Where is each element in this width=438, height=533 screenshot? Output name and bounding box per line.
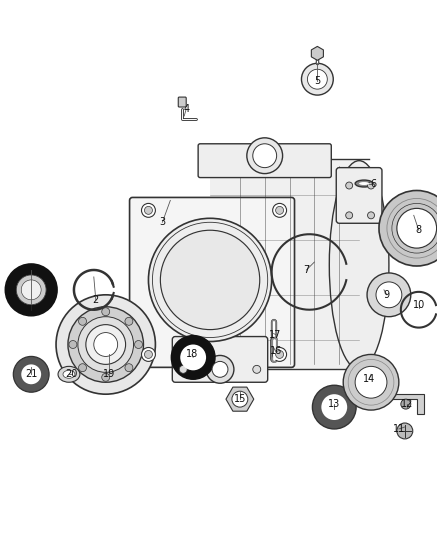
FancyBboxPatch shape bbox=[198, 144, 331, 177]
Text: 10: 10 bbox=[413, 300, 425, 310]
Text: 19: 19 bbox=[102, 369, 115, 379]
Text: 12: 12 bbox=[401, 399, 413, 409]
Circle shape bbox=[273, 204, 286, 217]
Circle shape bbox=[179, 365, 187, 373]
Circle shape bbox=[346, 212, 353, 219]
Text: 15: 15 bbox=[234, 394, 246, 404]
Circle shape bbox=[312, 385, 356, 429]
Circle shape bbox=[141, 204, 155, 217]
Circle shape bbox=[276, 351, 283, 358]
Circle shape bbox=[16, 275, 46, 305]
Text: 1: 1 bbox=[28, 305, 34, 314]
Circle shape bbox=[21, 280, 41, 300]
Text: 20: 20 bbox=[65, 369, 77, 379]
Circle shape bbox=[160, 230, 260, 329]
Circle shape bbox=[78, 317, 134, 373]
FancyBboxPatch shape bbox=[336, 168, 382, 223]
Polygon shape bbox=[210, 159, 359, 369]
Circle shape bbox=[343, 354, 399, 410]
FancyBboxPatch shape bbox=[130, 197, 294, 367]
Circle shape bbox=[102, 308, 110, 316]
Text: 4: 4 bbox=[183, 104, 189, 114]
Text: 17: 17 bbox=[269, 329, 282, 340]
Circle shape bbox=[180, 344, 206, 370]
Circle shape bbox=[13, 357, 49, 392]
Circle shape bbox=[232, 391, 248, 407]
Circle shape bbox=[367, 212, 374, 219]
Circle shape bbox=[253, 365, 261, 373]
Circle shape bbox=[145, 351, 152, 358]
Circle shape bbox=[68, 307, 144, 382]
Circle shape bbox=[376, 282, 402, 308]
Ellipse shape bbox=[355, 180, 373, 187]
Text: 8: 8 bbox=[416, 225, 422, 235]
Ellipse shape bbox=[63, 370, 75, 378]
Text: 9: 9 bbox=[384, 290, 390, 300]
Text: 5: 5 bbox=[314, 76, 321, 86]
Text: 13: 13 bbox=[328, 399, 340, 409]
Circle shape bbox=[145, 206, 152, 214]
Circle shape bbox=[5, 264, 57, 316]
Circle shape bbox=[212, 361, 228, 377]
Circle shape bbox=[21, 365, 41, 384]
Circle shape bbox=[86, 325, 126, 365]
FancyBboxPatch shape bbox=[178, 97, 186, 107]
Ellipse shape bbox=[359, 182, 369, 185]
Circle shape bbox=[321, 394, 347, 420]
Circle shape bbox=[16, 275, 46, 305]
Circle shape bbox=[253, 144, 277, 168]
Circle shape bbox=[56, 295, 155, 394]
Circle shape bbox=[346, 182, 353, 189]
Circle shape bbox=[355, 366, 387, 398]
Ellipse shape bbox=[58, 366, 80, 382]
Circle shape bbox=[247, 138, 283, 174]
Text: 18: 18 bbox=[186, 350, 198, 359]
Circle shape bbox=[276, 206, 283, 214]
Circle shape bbox=[94, 333, 118, 357]
Circle shape bbox=[125, 364, 133, 372]
Circle shape bbox=[171, 336, 215, 379]
Circle shape bbox=[307, 69, 327, 89]
Circle shape bbox=[206, 356, 234, 383]
Circle shape bbox=[397, 208, 437, 248]
Circle shape bbox=[401, 399, 411, 409]
Text: 14: 14 bbox=[363, 374, 375, 384]
Circle shape bbox=[379, 190, 438, 266]
Text: 21: 21 bbox=[25, 369, 37, 379]
FancyBboxPatch shape bbox=[172, 336, 268, 382]
Text: 3: 3 bbox=[159, 217, 166, 227]
Circle shape bbox=[273, 348, 286, 361]
Circle shape bbox=[134, 341, 142, 349]
Circle shape bbox=[102, 373, 110, 381]
Circle shape bbox=[69, 341, 77, 349]
Circle shape bbox=[301, 63, 333, 95]
Circle shape bbox=[141, 348, 155, 361]
Circle shape bbox=[397, 423, 413, 439]
Circle shape bbox=[148, 219, 272, 342]
Text: 16: 16 bbox=[269, 346, 282, 357]
Ellipse shape bbox=[329, 160, 389, 369]
Circle shape bbox=[78, 317, 87, 325]
Circle shape bbox=[367, 273, 411, 317]
Text: 11: 11 bbox=[393, 424, 405, 434]
Circle shape bbox=[125, 317, 133, 325]
Circle shape bbox=[78, 364, 87, 372]
Text: 6: 6 bbox=[370, 179, 376, 189]
Text: 7: 7 bbox=[304, 265, 310, 275]
Polygon shape bbox=[392, 394, 424, 414]
Circle shape bbox=[367, 182, 374, 189]
Text: 2: 2 bbox=[93, 295, 99, 305]
